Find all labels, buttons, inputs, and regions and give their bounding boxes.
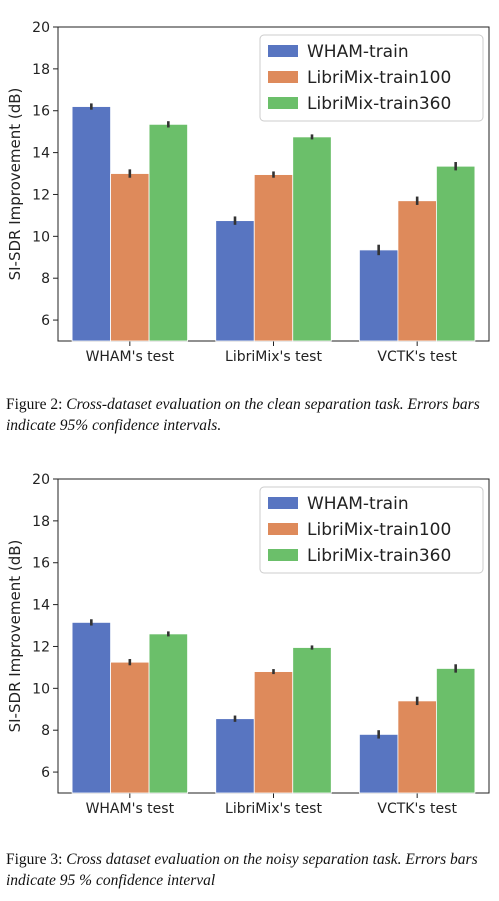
bar-librimix-train100-0 — [110, 661, 150, 794]
y-axis-label: SI-SDR Improvement (dB) — [6, 540, 24, 733]
bar-librimix-train100-2 — [397, 200, 437, 342]
y-tick-label: 16 — [32, 556, 50, 572]
legend-swatch — [268, 523, 298, 535]
y-tick-label: 10 — [32, 681, 50, 697]
x-tick-label: WHAM's test — [86, 349, 175, 365]
bar-wham-train-2 — [359, 249, 399, 342]
x-tick-label: VCTK's test — [377, 349, 457, 365]
y-tick-label: 20 — [32, 20, 50, 36]
caption-text: Cross dataset evaluation on the noisy se… — [6, 851, 478, 889]
bar-librimix-train360-0 — [148, 123, 188, 342]
bar-librimix-train100-0 — [110, 173, 150, 342]
legend — [259, 34, 484, 122]
bar-chart-clean: 6 8 10 12 14 16 18 20 SI-SDR Improvement (dB) WHA… — [6, 20, 490, 365]
bar-wham-train-0 — [71, 621, 111, 794]
legend-label: WHAM-train — [307, 42, 409, 62]
bar-librimix-train100-1 — [253, 174, 294, 342]
legend-swatch — [268, 497, 298, 509]
legend-swatch — [268, 71, 298, 83]
caption-text: Cross-dataset evaluation on the clean se… — [6, 396, 480, 434]
legend-swatch — [268, 45, 298, 57]
bar-librimix-train360-2 — [436, 165, 476, 342]
figure-3-caption: Figure 3: Cross dataset evaluation on th… — [6, 849, 496, 891]
y-tick-label: 18 — [32, 514, 50, 530]
figure-2-caption: Figure 2: Cross-dataset evaluation on th… — [6, 394, 496, 436]
x-tick-label: LibriMix's test — [225, 349, 322, 365]
y-axis-label: SI-SDR Improvement (dB) — [6, 88, 24, 281]
bar-librimix-train360-1 — [292, 647, 332, 794]
bar-chart-noisy: 6 8 10 12 14 16 18 20 SI-SDR Improvement (dB) WHA… — [6, 472, 490, 817]
bar-librimix-train360-1 — [292, 136, 332, 342]
legend-label: LibriMix-train100 — [307, 520, 451, 540]
x-tick-label: VCTK's test — [377, 801, 457, 817]
caption-label: Figure 3: — [6, 851, 63, 868]
bar-wham-train-1 — [215, 718, 255, 794]
bar-librimix-train360-2 — [436, 668, 476, 794]
legend-swatch — [268, 97, 298, 109]
y-tick-label: 6 — [41, 765, 50, 781]
bar-wham-train-1 — [215, 220, 255, 342]
caption-label: Figure 2: — [6, 396, 63, 413]
x-tick-label: WHAM's test — [86, 801, 175, 817]
y-tick-label: 20 — [32, 472, 50, 488]
y-tick-label: 14 — [32, 598, 50, 614]
figure-2: 6 8 10 12 14 16 18 20 SI-SDR Improvement (dB) WHA… — [0, 0, 499, 440]
bar-librimix-train360-0 — [148, 633, 188, 794]
y-tick-label: 12 — [32, 187, 50, 203]
y-tick-label: 18 — [32, 62, 50, 78]
y-tick-label: 16 — [32, 104, 50, 120]
bar-librimix-train100-2 — [397, 700, 437, 794]
legend-label: LibriMix-train100 — [307, 68, 451, 88]
legend — [259, 486, 484, 574]
bar-librimix-train100-1 — [253, 671, 294, 794]
x-tick-label: LibriMix's test — [225, 801, 322, 817]
bar-wham-train-0 — [71, 106, 111, 342]
legend-label: WHAM-train — [307, 494, 409, 514]
y-tick-label: 10 — [32, 229, 50, 245]
y-tick-label: 6 — [41, 313, 50, 329]
y-tick-label: 8 — [41, 723, 50, 739]
legend-label: LibriMix-train360 — [307, 546, 451, 566]
y-tick-label: 12 — [32, 639, 50, 655]
y-tick-label: 14 — [32, 146, 50, 162]
legend-swatch — [268, 549, 298, 561]
figure-3: 6 8 10 12 14 16 18 20 SI-SDR Improvement (dB) WHA… — [0, 452, 499, 901]
legend-label: LibriMix-train360 — [307, 94, 451, 114]
bar-wham-train-2 — [359, 733, 399, 794]
y-tick-label: 8 — [41, 271, 50, 287]
